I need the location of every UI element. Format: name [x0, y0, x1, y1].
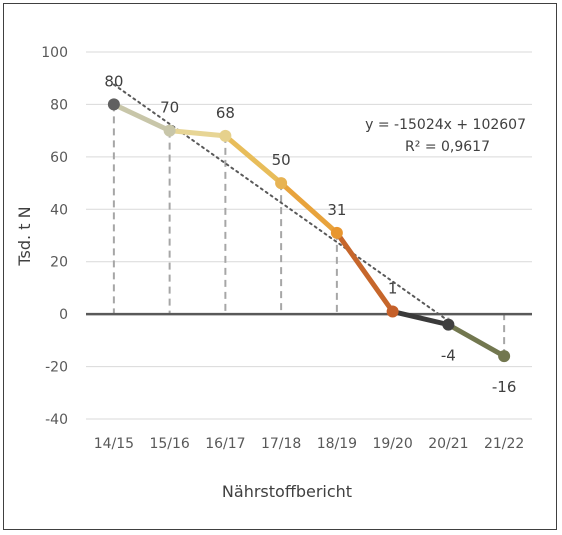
x-tick-label: 21/22: [484, 436, 524, 452]
x-tick-label: 19/20: [372, 436, 412, 452]
data-point: [498, 350, 511, 363]
data-label: -16: [492, 378, 517, 396]
data-label: 50: [272, 151, 291, 169]
x-axis-title: Nährstoffbericht: [222, 482, 352, 501]
series-segment: [111, 101, 173, 134]
y-tick-label: -20: [45, 360, 68, 376]
data-point: [386, 305, 399, 318]
data-label: 31: [327, 201, 346, 219]
x-tick-labels: 14/15 15/16 16/17 17/18 18/19 19/20 20/21 21/22: [94, 436, 525, 452]
data-label: 70: [160, 99, 179, 117]
series-line-segments: [111, 101, 507, 359]
y-tick-label: 40: [50, 202, 68, 218]
data-label: 68: [216, 104, 235, 122]
data-labels: 80 70 68 50 31 1 -4 -16: [104, 72, 516, 396]
x-tick-label: 14/15: [94, 436, 134, 452]
series-segment: [167, 128, 228, 139]
data-point: [330, 226, 343, 239]
y-tick-label: 20: [50, 255, 68, 271]
series-segment: [222, 133, 284, 186]
data-label: 1: [388, 280, 398, 298]
y-tick-label: 80: [50, 97, 68, 113]
trendline-r-squared: R² = 0,9617: [405, 139, 490, 155]
x-tick-label: 17/18: [261, 436, 301, 452]
trendline: [112, 83, 450, 322]
chart-frame: [3, 3, 557, 530]
trendline-equation: y = -15024x + 102607: [365, 117, 526, 133]
x-tick-label: 18/19: [317, 436, 357, 452]
data-markers: [107, 98, 511, 363]
y-tick-labels: -40 -20 0 20 40 60 80 100: [41, 45, 68, 428]
drop-lines: [112, 104, 506, 357]
data-label: 80: [104, 72, 123, 90]
y-tick-label: -40: [45, 412, 68, 428]
gridlines: [86, 51, 532, 420]
data-point: [275, 177, 288, 190]
series-segment: [278, 180, 340, 236]
x-tick-label: 15/16: [149, 436, 189, 452]
y-tick-label: 0: [59, 307, 68, 323]
x-tick-label: 20/21: [428, 436, 468, 452]
data-point: [219, 129, 232, 142]
y-tick-label: 100: [41, 45, 68, 61]
y-tick-label: 60: [50, 150, 68, 166]
y-axis-title: Tsd. t N: [15, 206, 34, 266]
data-point: [442, 318, 455, 331]
series-segment: [334, 230, 396, 315]
series-segment: [445, 322, 507, 359]
data-point: [163, 124, 176, 137]
x-tick-label: 16/17: [205, 436, 245, 452]
data-label: -4: [441, 347, 456, 365]
data-point: [107, 98, 120, 111]
series-segment: [390, 309, 451, 328]
